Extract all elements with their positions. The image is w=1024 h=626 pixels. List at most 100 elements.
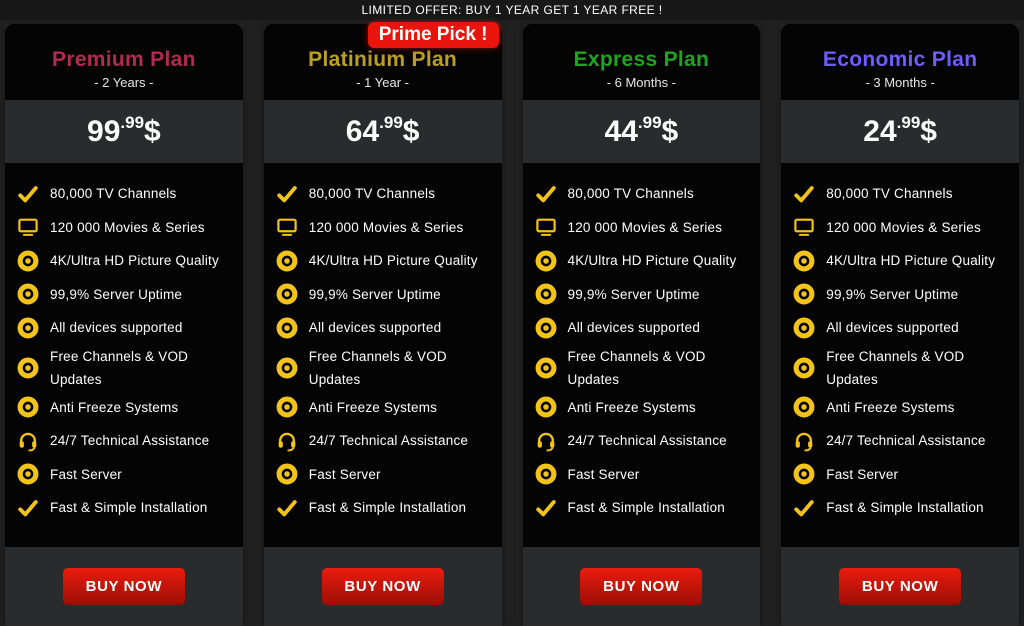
dot-circle-icon bbox=[17, 396, 39, 418]
pricing-cards: Premium Plan - 2 Years - 99.99 $ 80,000 T… bbox=[5, 22, 1019, 626]
feature-row: 120 000 Movies & Series bbox=[17, 211, 241, 245]
feature-row: 24/7 Technical Assistance bbox=[535, 424, 759, 458]
plan-footer: BUY NOW bbox=[522, 547, 761, 626]
promo-banner-text: LIMITED OFFER: BUY 1 YEAR GET 1 YEAR FRE… bbox=[361, 3, 663, 17]
plan-price: 44.99 $ bbox=[522, 100, 761, 163]
feature-text: Fast & Simple Installation bbox=[50, 500, 208, 516]
feature-row: 24/7 Technical Assistance bbox=[17, 424, 241, 458]
plan-features: 80,000 TV Channels 120 000 Movies & Serie… bbox=[522, 163, 761, 547]
headset-icon bbox=[276, 430, 298, 452]
feature-text: Anti Freeze Systems bbox=[50, 399, 179, 415]
plan-footer: BUY NOW bbox=[263, 547, 502, 626]
feature-row: 80,000 TV Channels bbox=[276, 177, 500, 211]
plan-price: 64.99 $ bbox=[263, 100, 502, 163]
feature-row: 4K/Ultra HD Picture Quality bbox=[17, 244, 241, 278]
plan-header: Express Plan - 6 Months - bbox=[522, 24, 761, 100]
feature-text: All devices supported bbox=[567, 320, 701, 336]
feature-text: All devices supported bbox=[50, 320, 183, 336]
feature-text: 4K/Ultra HD Picture Quality bbox=[567, 253, 737, 269]
feature-text: 120 000 Movies & Series bbox=[308, 219, 464, 235]
buy-now-button[interactable]: BUY NOW bbox=[62, 568, 185, 605]
feature-text: Free Channels & VOD Updates bbox=[50, 348, 189, 387]
price-amount: 99 bbox=[87, 114, 121, 148]
buy-now-button[interactable]: BUY NOW bbox=[839, 568, 962, 605]
feature-text: All devices supported bbox=[826, 320, 959, 336]
check-icon bbox=[535, 497, 557, 519]
plan-features: 80,000 TV Channels 120 000 Movies & Serie… bbox=[5, 163, 243, 547]
feature-text: 4K/Ultra HD Picture Quality bbox=[308, 253, 478, 269]
feature-text: 24/7 Technical Assistance bbox=[567, 433, 727, 449]
dot-circle-icon bbox=[535, 250, 557, 272]
feature-row: Fast Server bbox=[276, 458, 500, 492]
dot-circle-icon bbox=[17, 357, 39, 379]
feature-row: Anti Freeze Systems bbox=[793, 391, 1017, 425]
dot-circle-icon bbox=[17, 283, 39, 305]
dot-circle-icon bbox=[17, 463, 39, 485]
feature-text: Fast Server bbox=[567, 466, 640, 482]
plan-duration: - 1 Year - bbox=[356, 75, 409, 90]
feature-row: 120 000 Movies & Series bbox=[535, 211, 759, 245]
feature-row: All devices supported bbox=[793, 311, 1017, 345]
feature-row: 80,000 TV Channels bbox=[535, 177, 759, 211]
promo-banner: LIMITED OFFER: BUY 1 YEAR GET 1 YEAR FRE… bbox=[0, 0, 1024, 20]
feature-row: 80,000 TV Channels bbox=[793, 177, 1017, 211]
feature-row: 24/7 Technical Assistance bbox=[276, 424, 500, 458]
feature-text: Free Channels & VOD Updates bbox=[567, 348, 706, 387]
feature-row: Anti Freeze Systems bbox=[535, 391, 759, 425]
feature-row: Fast Server bbox=[793, 458, 1017, 492]
dot-circle-icon bbox=[276, 357, 298, 379]
monitor-icon bbox=[276, 216, 298, 238]
feature-text: 24/7 Technical Assistance bbox=[50, 433, 210, 449]
headset-icon bbox=[793, 430, 815, 452]
feature-text: 120 000 Movies & Series bbox=[50, 219, 205, 235]
feature-text: All devices supported bbox=[308, 320, 442, 336]
plan-title: Platinium Plan bbox=[308, 48, 458, 71]
dot-circle-icon bbox=[793, 357, 815, 379]
plan-card: Express Plan - 6 Months - 44.99 $ 80,000 … bbox=[522, 24, 761, 626]
feature-row: Free Channels & VOD Updates bbox=[17, 345, 241, 391]
feature-row: 120 000 Movies & Series bbox=[276, 211, 500, 245]
feature-row: 99,9% Server Uptime bbox=[17, 278, 241, 312]
feature-text: Anti Freeze Systems bbox=[308, 399, 438, 415]
feature-text: 99,9% Server Uptime bbox=[826, 286, 959, 302]
plan-features: 80,000 TV Channels 120 000 Movies & Serie… bbox=[263, 163, 502, 547]
dot-circle-icon bbox=[793, 396, 815, 418]
feature-row: All devices supported bbox=[276, 311, 500, 345]
feature-row: Free Channels & VOD Updates bbox=[276, 345, 500, 391]
plan-price: 99.99 $ bbox=[5, 100, 243, 163]
check-icon bbox=[793, 183, 815, 205]
dot-circle-icon bbox=[535, 357, 557, 379]
dot-circle-icon bbox=[535, 463, 557, 485]
feature-text: 80,000 TV Channels bbox=[567, 186, 694, 202]
plan-header: Economic Plan - 3 Months - bbox=[781, 24, 1019, 100]
dot-circle-icon bbox=[276, 283, 298, 305]
plan-header: Premium Plan - 2 Years - bbox=[5, 24, 243, 100]
feature-text: 24/7 Technical Assistance bbox=[308, 433, 469, 449]
monitor-icon bbox=[535, 216, 557, 238]
plan-duration: - 6 Months - bbox=[606, 75, 677, 90]
dot-circle-icon bbox=[793, 283, 815, 305]
plan-title: Premium Plan bbox=[52, 48, 196, 71]
feature-text: Fast & Simple Installation bbox=[567, 500, 726, 516]
price-currency: $ bbox=[144, 114, 161, 148]
headset-icon bbox=[17, 430, 39, 452]
price-amount: 44 bbox=[604, 114, 638, 148]
buy-now-button[interactable]: BUY NOW bbox=[321, 568, 444, 605]
feature-row: 99,9% Server Uptime bbox=[276, 278, 500, 312]
buy-now-button[interactable]: BUY NOW bbox=[580, 568, 703, 605]
feature-row: All devices supported bbox=[17, 311, 241, 345]
feature-row: Free Channels & VOD Updates bbox=[793, 345, 1017, 391]
plan-footer: BUY NOW bbox=[5, 547, 243, 626]
dot-circle-icon bbox=[793, 463, 815, 485]
dot-circle-icon bbox=[276, 396, 298, 418]
feature-row: 4K/Ultra HD Picture Quality bbox=[793, 244, 1017, 278]
monitor-icon bbox=[793, 216, 815, 238]
feature-text: 99,9% Server Uptime bbox=[567, 286, 700, 302]
feature-text: Free Channels & VOD Updates bbox=[308, 348, 447, 387]
dot-circle-icon bbox=[276, 463, 298, 485]
feature-text: Fast Server bbox=[826, 466, 899, 482]
feature-text: 80,000 TV Channels bbox=[308, 186, 436, 202]
plan-features: 80,000 TV Channels 120 000 Movies & Serie… bbox=[781, 163, 1019, 547]
feature-text: Fast Server bbox=[308, 466, 381, 482]
check-icon bbox=[793, 497, 815, 519]
